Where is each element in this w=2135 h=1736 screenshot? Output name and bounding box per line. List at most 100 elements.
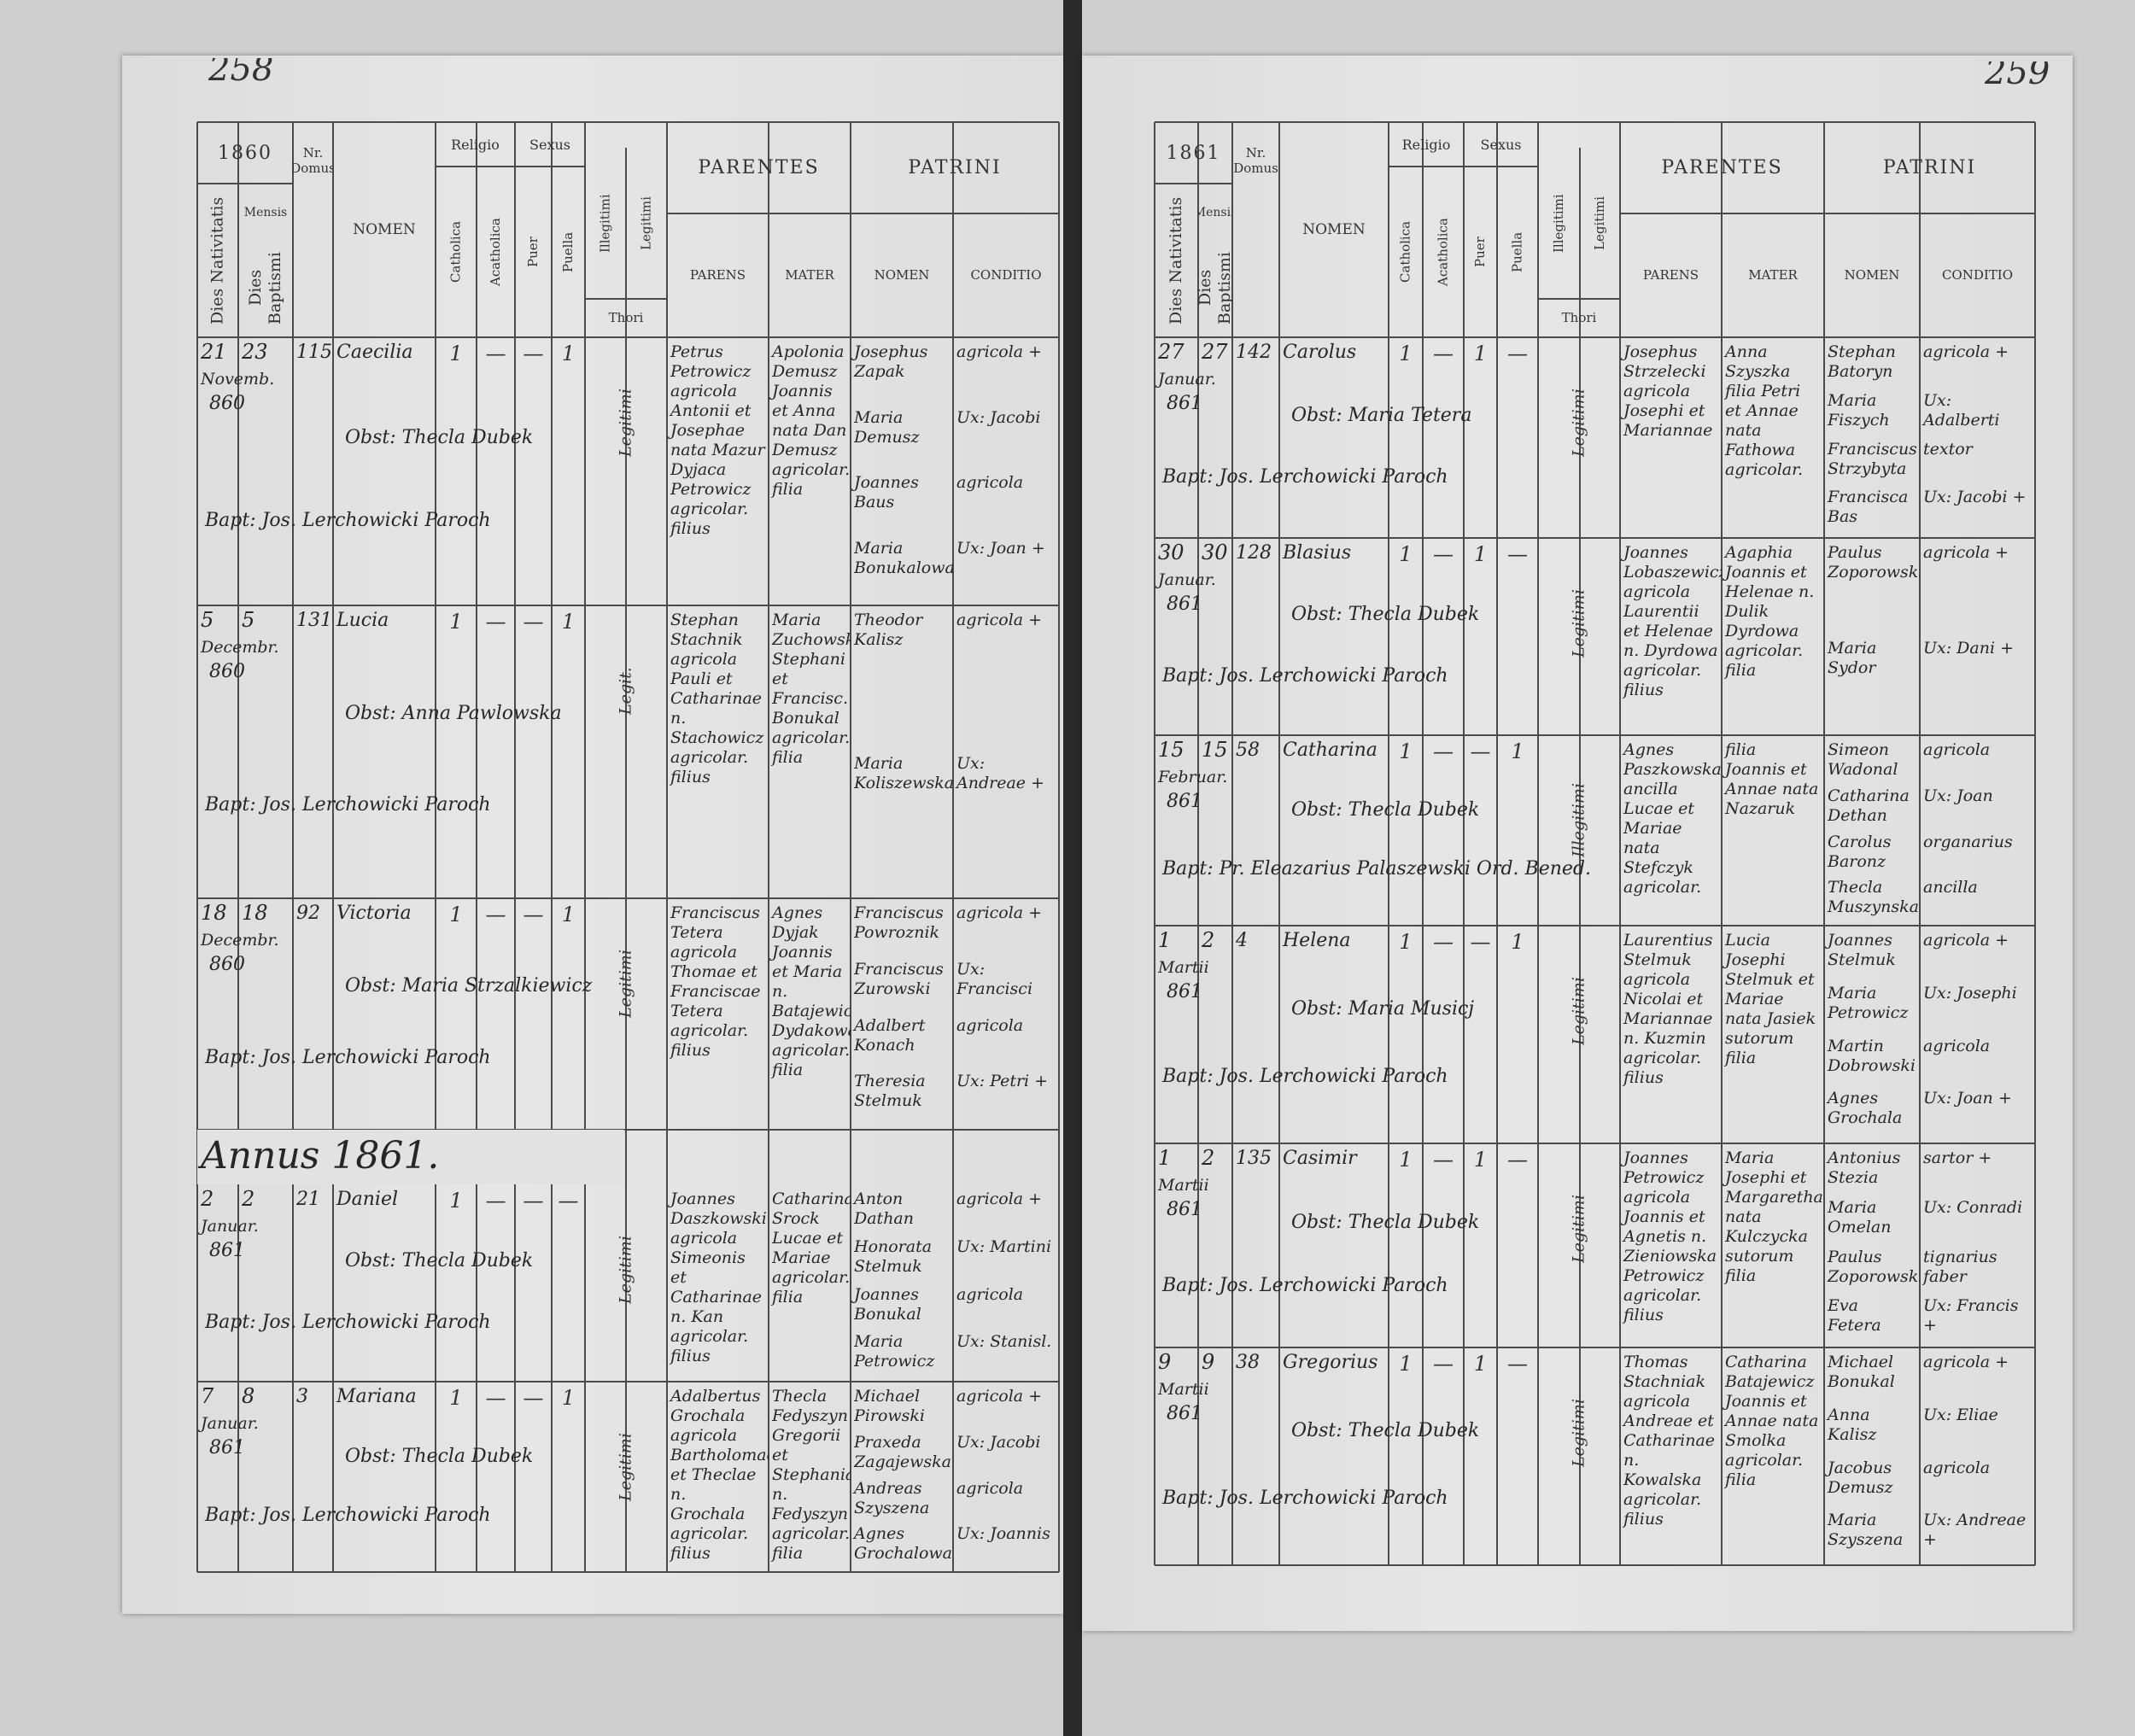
godparent-condition: Ux: Joan xyxy=(1923,786,1993,805)
baptizer: Bapt: Jos. Lerchowicki Paroch xyxy=(205,793,491,815)
header-cell: Sexus xyxy=(529,136,570,153)
godparent: Theresia Stelmuk xyxy=(854,1072,926,1111)
house-number: 135 xyxy=(1236,1148,1272,1169)
godparent-condition: agricola + xyxy=(1923,342,2009,361)
year: 861 xyxy=(1167,1403,1202,1424)
header-cell: Puer xyxy=(1472,237,1488,267)
godparent: Paulus Zoporowski xyxy=(1828,1247,1920,1286)
child-name: Lucia xyxy=(336,610,389,631)
godparent-condition: agricola + xyxy=(956,342,1043,361)
month: Januar. xyxy=(201,1217,259,1236)
year: 861 xyxy=(1167,393,1202,414)
mark: 1 xyxy=(449,1385,463,1410)
godparent-condition: agricola + xyxy=(956,903,1043,922)
father: Laurentius Stelmuk agricola Nicolai et M… xyxy=(1623,931,1713,1087)
header-cell: Catholica xyxy=(447,220,464,283)
month: Decembr. xyxy=(201,931,279,950)
header-cell: Thori xyxy=(608,310,644,325)
godparent-condition: Ux: Stanisl. xyxy=(956,1332,1052,1352)
mark: — xyxy=(558,1188,579,1213)
godparent-condition: agricola xyxy=(1923,740,1991,759)
mark: — xyxy=(1507,541,1528,566)
godparent-condition: agricola + xyxy=(1923,543,2009,562)
godparent: Josephus Zapak xyxy=(854,342,928,381)
baptism-day: 2 xyxy=(1202,929,1215,952)
right-page xyxy=(1082,56,2073,1631)
child-name: Gregorius xyxy=(1283,1352,1378,1373)
child-name: Catharina xyxy=(1283,739,1378,761)
father: Joannes Daszkowski agricola Simeonis et … xyxy=(670,1189,767,1365)
house-number: 131 xyxy=(296,610,332,631)
mark: — xyxy=(523,341,544,365)
godparent-condition: organarius xyxy=(1923,832,2013,851)
year: 861 xyxy=(1167,1199,1202,1220)
header-cell: Acatholica xyxy=(1435,218,1451,286)
month: Januar. xyxy=(201,1414,259,1433)
house-number: 115 xyxy=(296,342,332,363)
mother: Agnes Dyjak Joannis et Maria n. Batajewi… xyxy=(772,903,851,1079)
midwife: Obst: Thecla Dubek xyxy=(1291,1420,1480,1442)
header-cell: Acatholica xyxy=(488,218,503,286)
godparent: Anton Dathan xyxy=(854,1189,914,1228)
godparent-condition: Ux: Andreae + xyxy=(956,753,1044,792)
house-number: 58 xyxy=(1236,739,1260,761)
birth-day: 2 xyxy=(201,1188,214,1211)
godparent-condition: agricola xyxy=(956,1478,1024,1498)
baptism-day: 15 xyxy=(1202,739,1228,762)
godparent-condition: Ux: Jacobi xyxy=(956,407,1041,427)
header-cell: Religio xyxy=(1401,136,1451,153)
mother: Catharina Srock Lucae et Mariae agricola… xyxy=(772,1189,851,1306)
mark: 1 xyxy=(1473,541,1488,566)
baptizer: Bapt: Jos. Lerchowicki Paroch xyxy=(205,509,491,531)
father: Agnes Paszkowska ancilla Lucae et Mariae… xyxy=(1623,740,1722,897)
header-cell: PATRINI xyxy=(1882,157,1977,178)
baptism-day: 2 xyxy=(1202,1147,1215,1170)
godparent: Francisca Bas xyxy=(1828,488,1909,527)
godparent: Franciscus Powroznik xyxy=(854,903,944,942)
child-name: Casimir xyxy=(1283,1148,1357,1169)
header-cell: Mensis xyxy=(243,205,288,219)
godparent: Carolus Baronz xyxy=(1828,832,1892,871)
child-name: Mariana xyxy=(336,1386,417,1407)
godparent: Andreas Szyszena xyxy=(854,1478,930,1517)
godparent-condition: ancilla xyxy=(1923,878,1978,897)
mother: Thecla Fedyszyn Gregorii et Stephaniae n… xyxy=(772,1387,851,1563)
month: Martii xyxy=(1158,1176,1209,1195)
mark: — xyxy=(1470,739,1491,763)
father: Joannes Petrowicz agricola Joannis et Ag… xyxy=(1623,1149,1717,1324)
year: 861 xyxy=(1167,981,1202,1002)
baptism-day: 5 xyxy=(242,609,255,632)
mark: — xyxy=(1470,929,1491,954)
year: 860 xyxy=(209,393,245,414)
godparent: Theodor Kalisz xyxy=(854,611,923,649)
child-name: Daniel xyxy=(336,1189,399,1210)
house-number: 3 xyxy=(296,1386,308,1407)
baptism-day: 23 xyxy=(242,341,268,364)
midwife: Obst: Thecla Dubek xyxy=(345,1445,534,1467)
mother: Apolonia Demusz Joannis et Anna nata Dan… xyxy=(772,342,851,499)
godparent: Michael Bonukal xyxy=(1828,1353,1895,1391)
godparent-condition: Ux: Joannis xyxy=(956,1524,1050,1544)
page-number: 259 xyxy=(1985,61,2050,92)
month: Martii xyxy=(1158,958,1209,977)
baptizer: Bapt: Jos. Lerchowicki Paroch xyxy=(1162,466,1448,488)
mark: — xyxy=(485,1188,506,1213)
godparent: Maria Omelan xyxy=(1828,1197,1892,1236)
godparent: Maria Demusz xyxy=(854,407,920,447)
mark: 1 xyxy=(1399,929,1413,954)
baptism-day: 8 xyxy=(242,1385,255,1408)
year: 860 xyxy=(209,661,245,682)
month: Novemb. xyxy=(201,370,275,389)
godparent-condition: agricola + xyxy=(956,1189,1043,1208)
birth-day: 9 xyxy=(1158,1351,1172,1374)
mark: — xyxy=(485,609,506,634)
mark: 1 xyxy=(1399,541,1413,566)
baptizer: Bapt: Jos. Lerchowicki Paroch xyxy=(1162,1066,1448,1088)
header-cell: Legitimi xyxy=(1592,196,1607,251)
godparent: Franciscus Zurowski xyxy=(854,959,944,998)
baptizer: Bapt: Jos. Lerchowicki Paroch xyxy=(1162,664,1448,687)
godparent-condition: Ux: Martini xyxy=(956,1236,1052,1256)
header-cell: NOMEN xyxy=(1844,267,1900,283)
